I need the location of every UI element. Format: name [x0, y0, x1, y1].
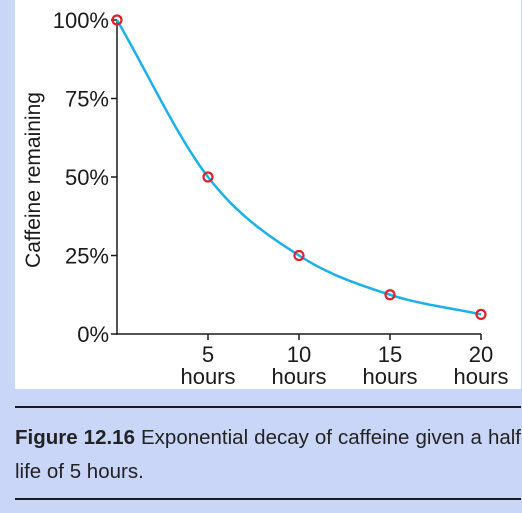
- data-point: [293, 249, 305, 262]
- figure-caption: Figure 12.16 Exponential decay of caffei…: [15, 421, 521, 489]
- x-tick-unit-label: hours: [180, 364, 235, 389]
- x-tick-label: 20: [469, 342, 493, 367]
- caption-top-rule: [15, 406, 521, 408]
- data-point: [202, 171, 214, 183]
- x-tick-unit-label: hours: [453, 364, 508, 389]
- data-point: [475, 308, 487, 320]
- y-axis-label: Caffeine remaining: [22, 92, 45, 268]
- decay-chart: Caffeine remaining 0%25%50%75%100% 5hour…: [22, 8, 509, 389]
- x-tick-unit-label: hours: [362, 364, 417, 389]
- x-tick-label: 10: [287, 342, 311, 367]
- y-ticks: 0% 25% 50% 75% 100%: [53, 8, 117, 347]
- figure-number: Figure 12.16: [15, 426, 135, 449]
- y-tick-label: 25%: [65, 244, 109, 269]
- x-tick-unit-label: hours: [271, 364, 326, 389]
- caption-text: Exponential decay of caffeine given a ha…: [15, 426, 521, 483]
- decay-curve: [115, 19, 482, 316]
- x-tick-label: 5: [202, 342, 214, 367]
- data-point: [384, 289, 396, 301]
- data-points: [111, 14, 487, 320]
- y-tick-label: 75%: [65, 87, 109, 112]
- x-tick-label: 15: [378, 342, 402, 367]
- y-tick-label: 50%: [65, 165, 109, 190]
- data-point: [111, 14, 123, 26]
- y-tick-label: 100%: [53, 8, 109, 33]
- caption-bottom-rule: [15, 498, 521, 500]
- chart-panel: Caffeine remaining 0% 25% 50% 75% 100% 5 hour…: [15, 0, 521, 389]
- y-tick-label: 0%: [77, 322, 109, 347]
